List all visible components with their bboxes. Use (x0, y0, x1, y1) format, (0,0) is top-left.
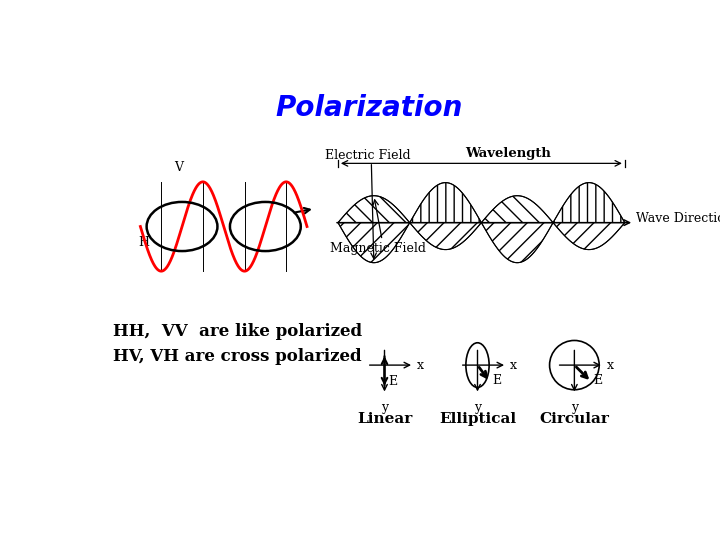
Text: x: x (510, 359, 517, 372)
Text: H: H (139, 236, 150, 249)
Text: Polarization: Polarization (275, 94, 463, 122)
Polygon shape (553, 222, 625, 249)
Text: HH,  VV  are like polarized: HH, VV are like polarized (113, 323, 362, 340)
Text: Magnetic Field: Magnetic Field (330, 241, 426, 254)
Text: y: y (571, 401, 578, 414)
Polygon shape (553, 183, 625, 222)
Polygon shape (410, 222, 482, 249)
Text: Linear: Linear (357, 412, 412, 426)
Polygon shape (410, 183, 482, 222)
Text: y: y (381, 401, 388, 414)
Text: HV, VH are cross polarized: HV, VH are cross polarized (113, 348, 362, 365)
Polygon shape (338, 195, 410, 222)
Text: E: E (594, 374, 603, 387)
Text: V: V (174, 161, 183, 174)
Polygon shape (482, 222, 553, 262)
Text: E: E (388, 375, 397, 388)
Text: Wave Direction: Wave Direction (636, 212, 720, 225)
Text: x: x (607, 359, 614, 372)
Text: y: y (474, 401, 481, 414)
Text: Elliptical: Elliptical (439, 412, 516, 426)
Text: Wavelength: Wavelength (466, 147, 552, 160)
Text: E: E (492, 374, 501, 387)
Text: Circular: Circular (539, 412, 609, 426)
Text: x: x (417, 359, 424, 372)
Polygon shape (338, 222, 410, 262)
Polygon shape (482, 195, 553, 222)
Text: Electric Field: Electric Field (325, 149, 410, 162)
